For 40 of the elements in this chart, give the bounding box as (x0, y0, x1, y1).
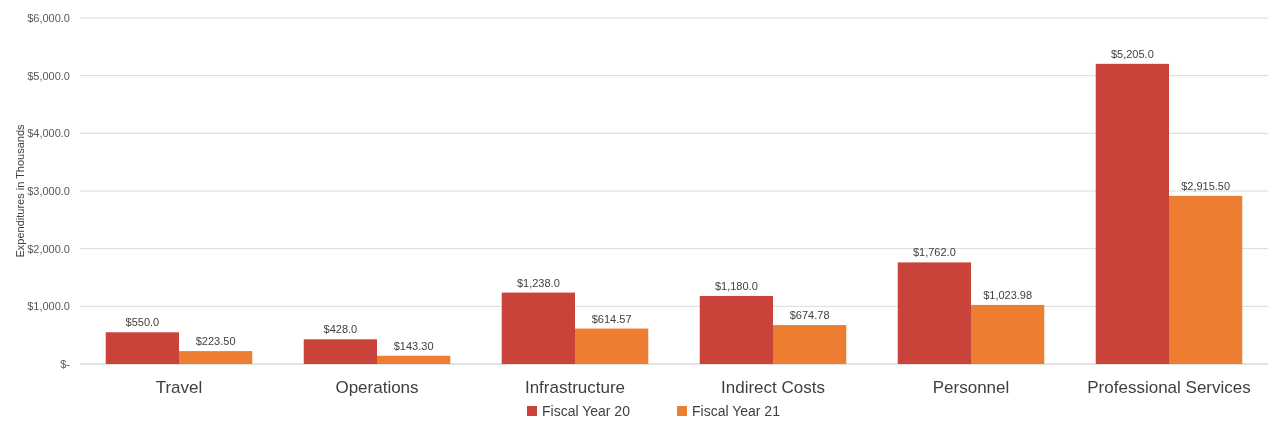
bar (897, 262, 971, 364)
data-label: $2,915.50 (1181, 179, 1231, 192)
data-label: $143.30 (393, 339, 434, 352)
y-tick-label: $2,000.0 (27, 242, 70, 255)
legend-label: Fiscal Year 20 (542, 402, 631, 419)
data-label: $614.57 (591, 312, 632, 325)
x-tick-label: Travel (155, 378, 203, 397)
data-label: $5,205.0 (1110, 47, 1154, 60)
bar (105, 332, 179, 364)
bar (501, 292, 575, 364)
data-label: $1,238.0 (516, 276, 560, 289)
data-label: $1,180.0 (714, 279, 758, 292)
y-tick-label: $3,000.0 (27, 184, 70, 197)
x-tick-label: Professional Services (1087, 378, 1251, 397)
bar (575, 328, 649, 364)
bar (1095, 63, 1169, 364)
y-axis-title: Expenditures in Thousands (14, 123, 26, 258)
bar (971, 304, 1045, 364)
data-label: $1,023.98 (983, 288, 1033, 301)
data-label: $428.0 (323, 323, 358, 336)
data-label: $1,762.0 (912, 246, 956, 259)
bar (179, 351, 253, 364)
bar (1169, 195, 1243, 364)
y-tick-label: $5,000.0 (27, 69, 70, 82)
data-label: $223.50 (195, 335, 236, 348)
y-tick-label: $4,000.0 (27, 127, 70, 140)
bar (773, 325, 847, 364)
bar (699, 295, 773, 364)
bar (377, 355, 451, 364)
x-tick-label: Operations (335, 378, 419, 397)
y-tick-label: $1,000.0 (27, 300, 70, 313)
x-tick-label: Infrastructure (524, 378, 626, 397)
x-tick-label: Personnel (932, 378, 1010, 397)
bar (303, 339, 377, 364)
y-tick-label: $- (60, 357, 71, 370)
x-tick-label: Indirect Costs (721, 378, 825, 397)
legend-label: Fiscal Year 21 (692, 402, 781, 419)
y-tick-label: $6,000.0 (27, 11, 70, 24)
data-label: $550.0 (125, 316, 160, 329)
data-label: $674.78 (789, 309, 830, 322)
